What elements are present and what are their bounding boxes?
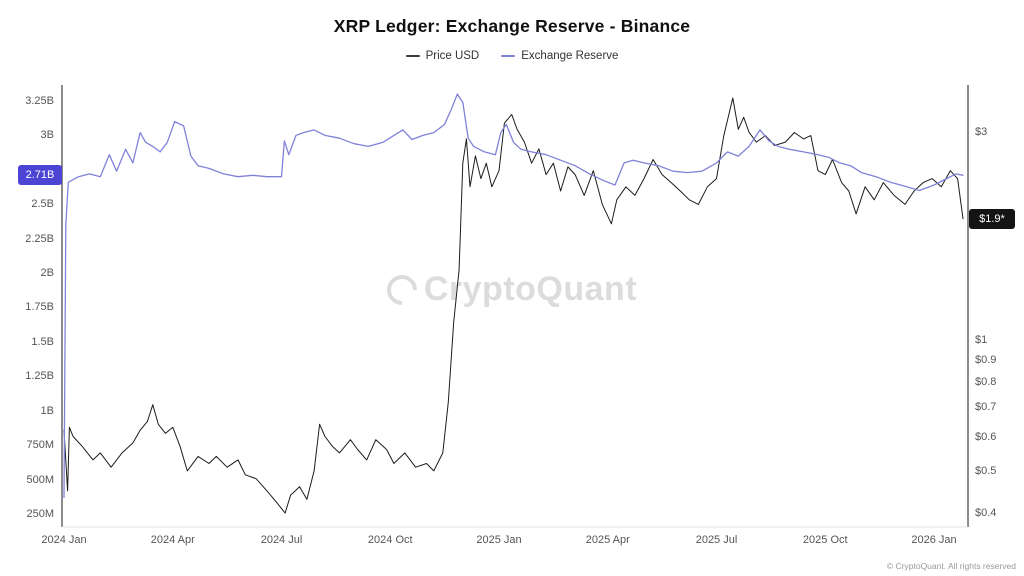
legend-item-price-usd[interactable]: Price USD [405,50,480,62]
y-axis-tick-right: $0.7 [975,401,997,414]
y-axis-tick-left: 2B [40,267,54,280]
left-current-value-badge: 2.71B [18,165,62,186]
y-axis-tick-right: $0.5 [975,464,997,477]
y-axis-tick-right: $0.9 [975,353,997,366]
series-line-price-usd [63,97,964,514]
legend-label-exchange-reserve: Exchange Reserve [521,50,619,62]
copyright-footer: © CryptoQuant. All rights reserved [886,561,1016,571]
y-axis-tick-left: 1.25B [25,370,54,383]
y-axis-tick-right: $0.4 [975,507,997,520]
x-axis-tick: 2024 Apr [150,534,195,546]
x-axis-tick: 2025 Jan [476,534,522,546]
legend-item-exchange-reserve[interactable]: Exchange Reserve [501,50,618,62]
x-axis-tick: 2025 Jul [695,534,738,546]
legend-label-price-usd: Price USD [425,50,480,62]
y-axis-tick-left: 1B [40,404,54,417]
y-axis-tick-left: 750M [26,439,54,452]
legend-dash-icon [501,55,516,57]
y-axis-tick-left: 3.25B [25,94,54,107]
y-axis-tick-left: 2.5B [31,198,54,211]
y-axis-tick-right: $3 [975,126,988,139]
y-axis-tick-right: $1 [975,334,988,346]
legend-dash-icon [405,55,420,57]
y-axis-tick-left: 1.5B [31,335,54,348]
x-axis-tick: 2026 Jan [911,534,957,546]
y-axis-tick-left: 250M [26,508,54,520]
x-axis-tick: 2024 Jul [260,534,303,546]
y-axis-tick-right: $0.8 [975,376,997,389]
right-current-value-badge: $1.9* [969,208,1015,229]
series-line-exchange-reserve [63,93,964,499]
x-axis-tick: 2025 Oct [802,534,848,546]
y-axis-tick-left: 2.25B [25,232,54,245]
legend: Price USD Exchange Reserve [0,50,1024,62]
x-axis-tick: 2024 Jan [41,534,87,546]
y-axis-tick-left: 1.75B [25,301,54,314]
x-axis-tick: 2025 Apr [585,534,630,546]
x-axis-tick: 2024 Oct [367,534,413,546]
y-axis-tick-right: $0.6 [975,430,997,443]
y-axis-tick-left: 500M [26,473,54,486]
chart-title: XRP Ledger: Exchange Reserve - Binance [333,16,691,36]
y-axis-tick-left: 3B [40,129,54,142]
